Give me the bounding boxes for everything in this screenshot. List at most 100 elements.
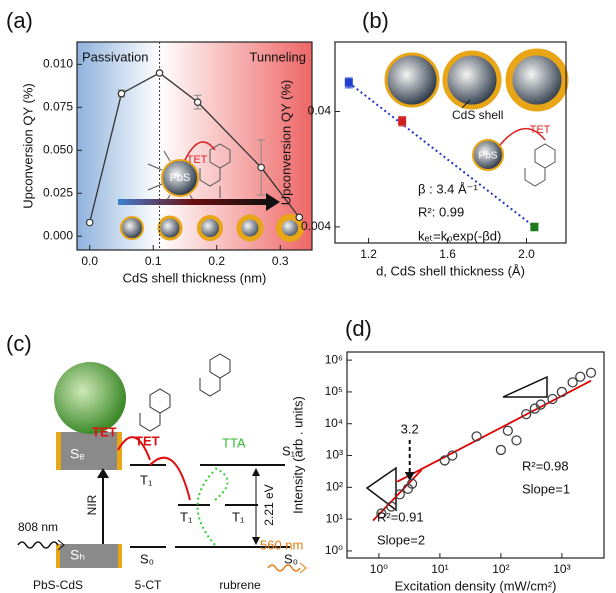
point <box>530 222 539 231</box>
annotation: TET <box>187 154 208 166</box>
gradient-arrow <box>118 199 268 205</box>
level-label: S₁ <box>282 443 296 458</box>
excitation-label: 808 nm <box>18 520 58 534</box>
annotation: Tunneling <box>249 49 306 64</box>
annotation: Passivation <box>82 49 148 64</box>
arrow-head <box>404 472 415 481</box>
y-tick-label: 10² <box>326 480 343 494</box>
y-tick-label: 10³ <box>326 448 343 462</box>
x-axis-title: CdS shell thickness (nm) <box>123 270 267 285</box>
point <box>394 489 405 500</box>
y-tick-label: 0.04 <box>308 104 332 118</box>
tet-arrow <box>184 141 216 161</box>
threshold-label: 3.2 <box>401 421 419 436</box>
point <box>521 409 532 420</box>
pbs-dot <box>161 159 199 197</box>
annotation: β : 3.4 Å⁻¹ <box>418 181 479 196</box>
x-tick-label: 10¹ <box>431 562 448 576</box>
slope-triangle <box>365 466 397 512</box>
y-tick-label: 10⁴ <box>324 416 343 430</box>
slope-triangle <box>502 375 548 398</box>
y-axis-title: Intensity (arb . units) <box>290 396 305 514</box>
x-tick-label: 10⁰ <box>370 562 388 576</box>
chart: (b) 1.2 1.6 2.0 0.004 0.04 d, CdS shell thickn… <box>278 8 567 278</box>
point <box>344 78 353 87</box>
x-tick-label: 10² <box>492 562 509 576</box>
point <box>398 117 407 126</box>
panel-label: (c) <box>6 331 32 356</box>
point <box>193 98 202 106</box>
y-axis-title: Upconversion QY (%) <box>20 83 35 208</box>
point <box>295 213 304 222</box>
plot-frame <box>346 351 605 559</box>
annotation: PbS <box>170 172 191 184</box>
point <box>535 399 546 410</box>
y-tick-label: 0.010 <box>43 57 73 71</box>
panel-label: (b) <box>362 8 389 33</box>
fit-line <box>348 81 536 228</box>
point <box>575 371 586 382</box>
emission-label: 560 nm <box>260 537 303 552</box>
arrow-head <box>266 193 280 211</box>
y-tick-label: 0.025 <box>43 185 73 199</box>
annotation: PbS <box>479 151 498 162</box>
ligands <box>147 143 231 206</box>
level-label: T₁ <box>140 472 153 487</box>
y-tick-label: 10¹ <box>326 511 343 525</box>
point <box>447 450 458 461</box>
level-label: T₁ <box>232 509 245 524</box>
x-tick-label: 1.6 <box>439 247 456 261</box>
level-label: S₀ <box>284 551 298 566</box>
point <box>511 435 522 446</box>
fit-line <box>372 469 423 522</box>
x-tick-label: 10³ <box>553 562 570 576</box>
energy-diagram <box>17 353 307 574</box>
gap-label: 2.21 eV <box>262 484 276 525</box>
annotation: kₑₜ=k₀exp(-βd) <box>418 228 501 243</box>
species-label: rubrene <box>219 578 261 592</box>
x-tick-label: 2.0 <box>518 247 535 261</box>
tet-label: TET <box>92 424 117 439</box>
point <box>439 455 450 466</box>
y-tick-label: 10⁶ <box>325 352 343 366</box>
nir-label: NIR <box>85 494 99 515</box>
tet-label: TET <box>135 433 160 448</box>
point <box>376 508 387 519</box>
species-label: 5-CT <box>135 578 162 592</box>
x-tick-label: 0.1 <box>145 254 162 268</box>
y-tick-label: 0.050 <box>43 142 73 156</box>
tta-label: TTA <box>222 435 246 450</box>
point <box>155 69 164 77</box>
y-tick-label: 0.000 <box>43 228 73 242</box>
point <box>547 393 558 405</box>
annotation: TET <box>530 124 551 136</box>
point <box>585 367 597 378</box>
point <box>85 218 94 227</box>
chart: (a) 0.0 0.1 0.2 0.3 0.000 0.025 0.050 0.075 0.010… <box>6 8 313 285</box>
panel-label: (a) <box>6 8 33 33</box>
x-axis-title: d, CdS shell thickness (Å) <box>376 263 525 278</box>
species-label: PbS-CdS <box>33 578 83 592</box>
annotation: R²: 0.99 <box>418 204 464 219</box>
annotation: R²=0.98 <box>522 458 569 473</box>
y-tick-label: 0.075 <box>43 99 73 113</box>
x-axis-title: Excitation density (mW/cm²) <box>395 578 557 593</box>
panel-label: (d) <box>345 316 372 341</box>
illustrations <box>17 48 569 574</box>
annotation: R²=0.91 <box>377 509 424 524</box>
annotation: CdS shell <box>452 108 503 122</box>
y-tick-label: 10⁰ <box>325 543 343 557</box>
point <box>556 386 568 398</box>
shell-spheres <box>384 48 569 187</box>
fit-line <box>396 379 592 483</box>
y-tick-label: 10⁵ <box>325 384 343 398</box>
point <box>117 89 126 98</box>
shell-series <box>120 214 304 242</box>
x-tick-label: 1.2 <box>360 247 377 261</box>
point <box>386 501 397 512</box>
point <box>502 425 513 436</box>
level-label: Sₕ <box>70 547 85 563</box>
x-tick-label: 0.3 <box>272 254 289 268</box>
annotation: Slope=2 <box>377 532 425 547</box>
annotation: Slope=1 <box>522 481 570 496</box>
